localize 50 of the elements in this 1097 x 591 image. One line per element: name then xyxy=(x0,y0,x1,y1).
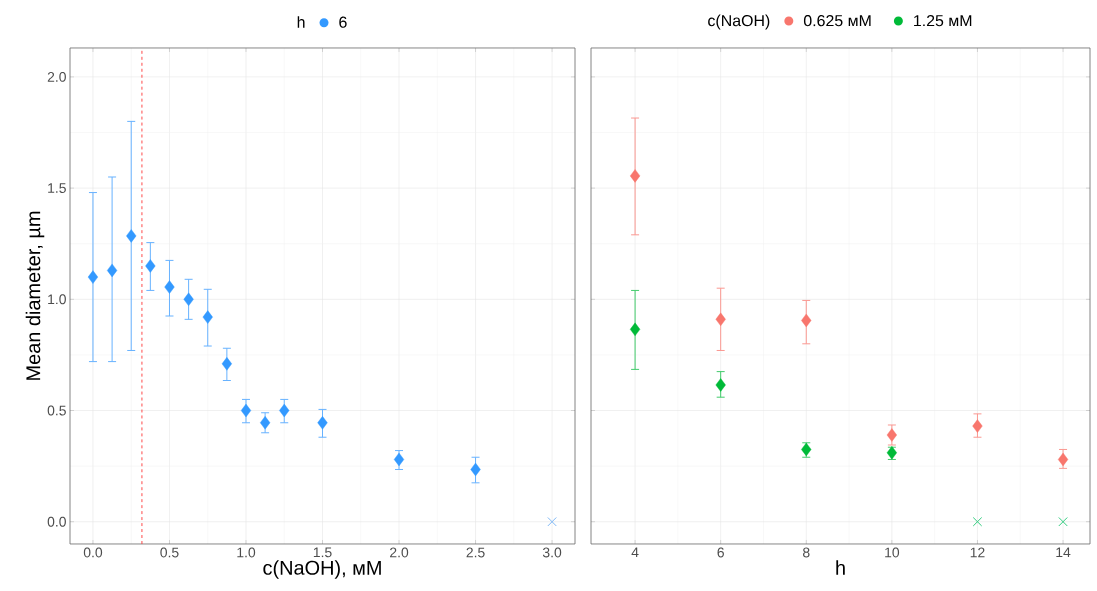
point xyxy=(715,312,726,327)
x-tick-label: 10 xyxy=(885,547,900,558)
point xyxy=(107,263,118,278)
point xyxy=(630,169,641,183)
x-tick-label: 2.0 xyxy=(390,547,409,558)
point xyxy=(801,313,812,328)
y-tick-label: 2.0 xyxy=(47,71,66,82)
point xyxy=(240,403,252,418)
point xyxy=(317,416,328,430)
x-tick-label: 1.5 xyxy=(313,547,332,558)
legend-label: 6 xyxy=(339,16,347,28)
y-tick-label: 1.0 xyxy=(48,294,66,305)
point xyxy=(972,419,983,433)
point xyxy=(126,229,137,243)
legend-title: c(NaOH) xyxy=(708,14,770,30)
point xyxy=(202,310,213,324)
point xyxy=(547,517,557,527)
point xyxy=(1058,517,1068,527)
x-tick-label: 0.0 xyxy=(83,547,103,558)
y-axis-title: Mean diameter, µm xyxy=(25,211,45,380)
x-axis-title: c(NaOH), мМ xyxy=(263,560,381,579)
x-tick-label: 8 xyxy=(803,547,810,558)
point xyxy=(886,428,897,442)
x-axis-title: h xyxy=(836,560,845,575)
x-tick-label: 3.0 xyxy=(542,547,562,558)
x-tick-label: 6 xyxy=(717,547,724,558)
legend-title: h xyxy=(297,16,305,28)
point xyxy=(260,416,271,430)
x-tick-label: 4 xyxy=(631,547,639,558)
point xyxy=(1057,452,1069,467)
x-tick-label: 12 xyxy=(970,547,985,558)
point xyxy=(630,322,641,337)
y-tick-label: 1.5 xyxy=(48,183,66,193)
legend-label: 0.625 мМ xyxy=(803,14,871,27)
legend-label: 1.25 мМ xyxy=(914,14,972,27)
point xyxy=(279,403,290,418)
x-tick-label: 2.5 xyxy=(466,547,485,558)
y-tick-label: 0.0 xyxy=(47,516,66,527)
point xyxy=(164,280,175,294)
point xyxy=(183,292,194,307)
point xyxy=(145,259,156,273)
y-tick-label: 0.5 xyxy=(47,405,66,416)
point xyxy=(470,462,481,477)
x-tick-label: 1.0 xyxy=(237,547,256,558)
point xyxy=(87,270,99,284)
point xyxy=(972,517,983,527)
x-tick-label: 0.5 xyxy=(160,547,179,558)
point xyxy=(221,357,232,371)
x-tick-label: 14 xyxy=(1056,547,1071,558)
point xyxy=(715,378,726,392)
